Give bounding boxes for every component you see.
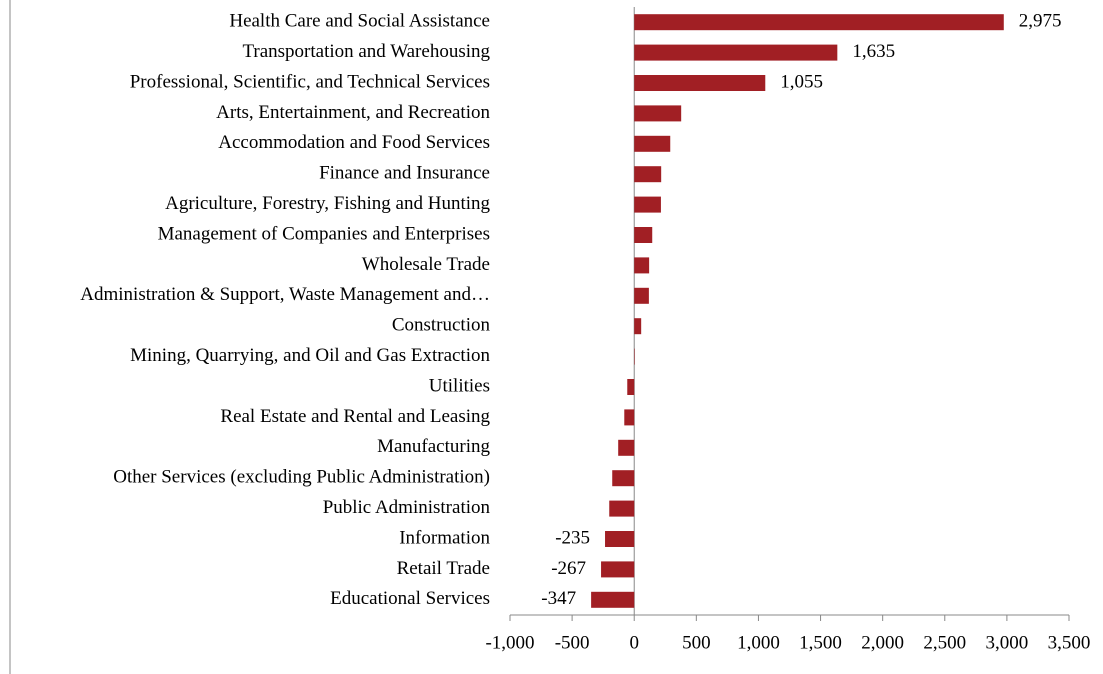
category-label: Administration & Support, Waste Manageme… xyxy=(80,284,490,305)
x-tick-label: 2,500 xyxy=(923,632,966,653)
value-label: 2,975 xyxy=(1019,11,1062,32)
category-label: Finance and Insurance xyxy=(319,163,490,184)
x-tick-label: 2,000 xyxy=(861,632,904,653)
bar xyxy=(634,166,662,183)
category-label: Transportation and Warehousing xyxy=(242,41,490,62)
category-label: Management of Companies and Enterprises xyxy=(158,223,490,244)
bar xyxy=(634,14,1004,31)
x-tick-label: 0 xyxy=(629,632,639,653)
value-label: -347 xyxy=(541,588,576,609)
x-tick-label: 500 xyxy=(682,632,711,653)
category-label: Health Care and Social Assistance xyxy=(229,11,490,32)
category-label: Arts, Entertainment, and Recreation xyxy=(216,102,490,123)
bar xyxy=(634,348,635,365)
bar xyxy=(634,196,661,213)
x-tick-label: 3,000 xyxy=(986,632,1029,653)
bar xyxy=(591,591,635,608)
bar xyxy=(634,135,671,152)
category-label: Information xyxy=(399,527,490,548)
value-label: -235 xyxy=(555,527,590,548)
bar xyxy=(601,561,635,578)
value-label: 1,635 xyxy=(852,41,895,62)
x-tick-label: -500 xyxy=(555,632,590,653)
bar xyxy=(634,227,653,243)
category-label: Manufacturing xyxy=(377,436,490,457)
category-label: Wholesale Trade xyxy=(362,254,490,275)
x-tick-label: 3,500 xyxy=(1048,632,1091,653)
category-label: Mining, Quarrying, and Oil and Gas Extra… xyxy=(130,345,490,366)
x-tick-label: 1,500 xyxy=(799,632,842,653)
category-label: Accommodation and Food Services xyxy=(218,132,490,153)
bar xyxy=(634,318,642,335)
category-label: Construction xyxy=(392,315,491,336)
value-label: -267 xyxy=(551,558,586,579)
bar xyxy=(605,531,635,547)
category-label: Retail Trade xyxy=(397,558,490,579)
bar xyxy=(627,379,635,395)
bar xyxy=(634,75,766,91)
bar xyxy=(609,500,635,517)
category-label: Other Services (excluding Public Adminis… xyxy=(113,467,490,488)
category-label: Public Administration xyxy=(323,497,491,518)
value-label: 1,055 xyxy=(780,71,823,92)
x-tick-label: -1,000 xyxy=(485,632,534,653)
bar xyxy=(612,470,635,487)
category-label: Educational Services xyxy=(330,588,490,609)
category-label: Real Estate and Rental and Leasing xyxy=(220,406,490,427)
category-label: Agriculture, Forestry, Fishing and Hunti… xyxy=(165,193,490,214)
bar xyxy=(634,257,650,274)
bar xyxy=(624,409,635,426)
bar xyxy=(634,105,682,122)
x-tick-label: 1,000 xyxy=(737,632,780,653)
bar xyxy=(634,44,838,61)
category-label: Utilities xyxy=(429,375,490,396)
bar xyxy=(634,287,649,304)
bar xyxy=(618,439,635,456)
category-label: Professional, Scientific, and Technical … xyxy=(130,71,490,92)
